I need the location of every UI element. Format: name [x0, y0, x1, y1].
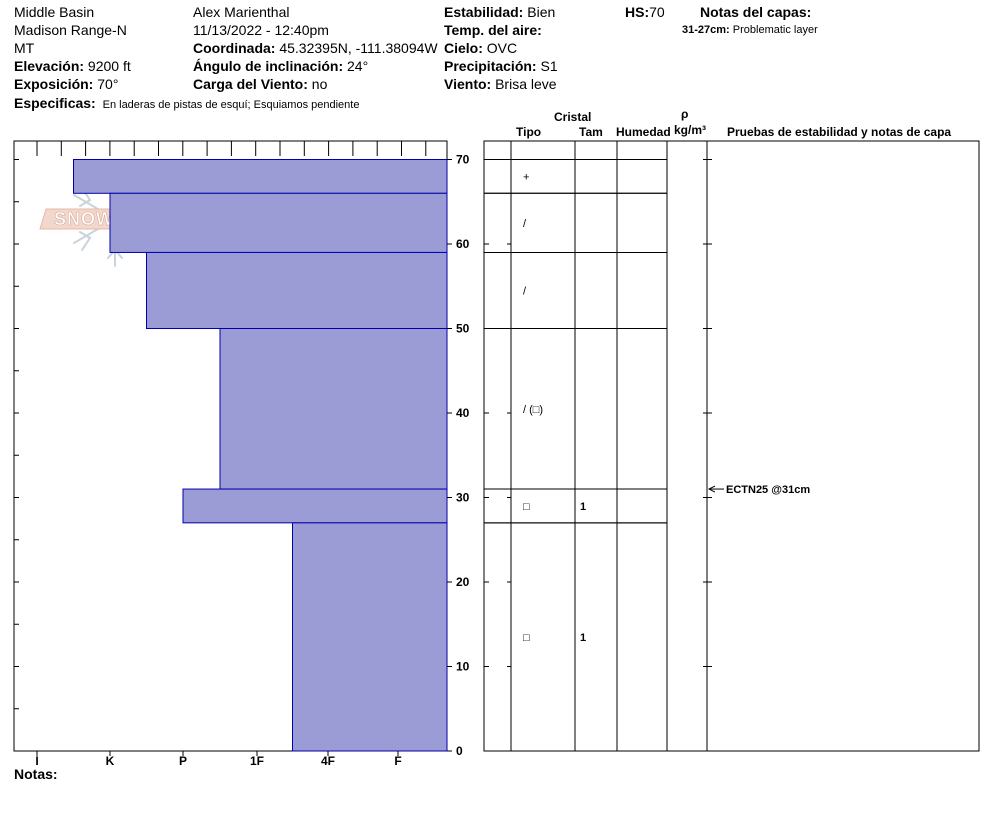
- crystal-size: 1: [580, 632, 586, 644]
- crystal-type: +: [523, 171, 529, 183]
- y-tick-label: 10: [456, 660, 470, 674]
- x-tick-label: 4F: [321, 754, 335, 768]
- x-tick-label: F: [394, 754, 401, 768]
- x-tick-label: I: [35, 754, 38, 768]
- y-tick-label: 50: [456, 322, 470, 336]
- y-tick-label: 60: [456, 237, 470, 251]
- hardness-bar: [147, 252, 448, 328]
- hardness-bar: [220, 329, 447, 490]
- top-ticks: [37, 141, 426, 156]
- crystal-type: □: [523, 501, 530, 513]
- stability-test-annotation: ECTN25 @31cm: [709, 484, 810, 496]
- layer-table-frame: [484, 141, 979, 751]
- hardness-bar: [293, 523, 448, 751]
- y-axis: 0 10 20 30 40 50 60 70: [447, 153, 470, 759]
- hardness-bar: [74, 160, 448, 194]
- left-ticks: [14, 160, 19, 752]
- crystal-type: /: [523, 218, 527, 230]
- x-tick-label: K: [106, 754, 115, 768]
- y-tick-label: 30: [456, 491, 470, 505]
- y-tick-label: 70: [456, 153, 470, 167]
- y-tick-label: 20: [456, 575, 470, 589]
- x-tick-label: 1F: [250, 754, 264, 768]
- y-tick-label: 0: [456, 744, 463, 758]
- table-column-lines: [511, 141, 707, 751]
- stability-test-label: ECTN25 @31cm: [726, 484, 810, 496]
- y-tick-label: 40: [456, 406, 470, 420]
- crystal-type: / (□): [523, 404, 543, 416]
- crystal-type: □: [523, 632, 530, 644]
- hardness-bars: [74, 160, 448, 752]
- table-ticks: [484, 160, 712, 667]
- hardness-bar: [110, 193, 447, 252]
- hardness-bar: [183, 489, 447, 523]
- crystal-size: 1: [580, 501, 586, 513]
- x-axis: I K P 1F 4F F: [35, 751, 401, 768]
- x-tick-label: P: [179, 754, 187, 768]
- crystal-type: /: [523, 285, 527, 297]
